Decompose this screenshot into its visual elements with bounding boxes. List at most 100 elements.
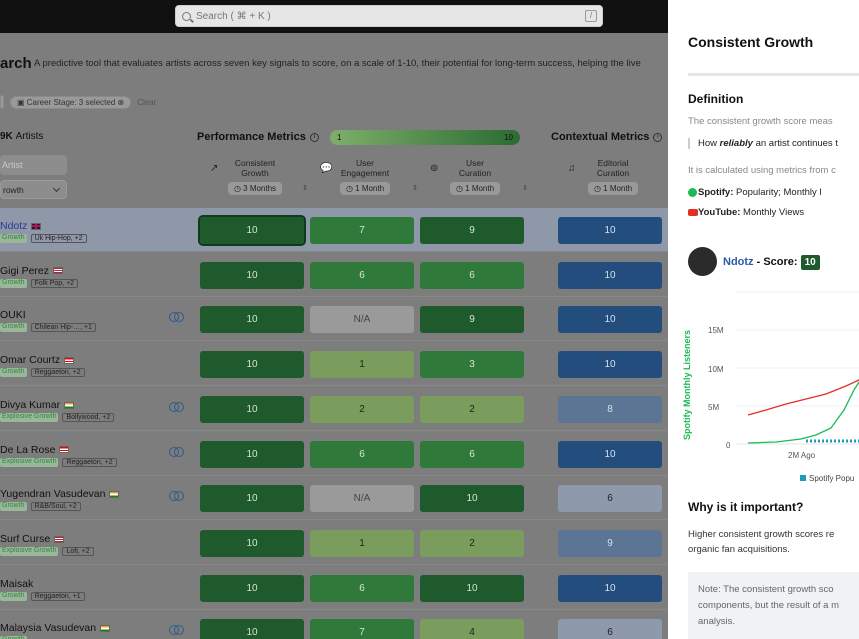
score-cell[interactable]: 10	[198, 215, 306, 246]
y-tick: 15M	[708, 326, 724, 335]
score-cell[interactable]: N/A	[310, 306, 414, 334]
career-stage-badge: Growth	[0, 636, 27, 639]
period-select[interactable]: ◷ 1 Month	[587, 182, 639, 195]
info-icon[interactable]: i	[309, 132, 319, 142]
search-placeholder: Search ( ⌘ + K )	[196, 10, 271, 22]
y-tick: 10M	[708, 365, 724, 374]
score-cell[interactable]: 6	[420, 261, 524, 289]
user-search-icon: ⊚	[430, 163, 439, 174]
score-cell[interactable]: 10	[200, 395, 304, 423]
table-row[interactable]: Gigi Perez Growth Folk Pop, +2 10 6 6 10	[0, 253, 668, 297]
score-cell[interactable]: 10	[200, 440, 304, 468]
score-cell[interactable]: 10	[200, 529, 304, 557]
score-cell[interactable]: 2	[420, 395, 524, 423]
sort-icon[interactable]: ⇕	[522, 185, 528, 192]
global-search-input[interactable]: Search ( ⌘ + K ) /	[175, 5, 603, 27]
career-stage-filter-chip[interactable]: ▣ Career Stage: 3 selected ⊗	[10, 95, 132, 109]
table-row[interactable]: Omar Courtz Growth Reggaeton, +2 10 1 3 10	[0, 342, 668, 387]
score-cell[interactable]: 10	[558, 574, 662, 602]
table-row[interactable]: OUKI Growth Chilean Hip-…, +1 10 N/A 9 10	[0, 297, 668, 342]
column-header-3[interactable]: ♫ Editorial Curation ◷ 1 Month	[558, 158, 668, 195]
stage-select[interactable]: rowth	[0, 180, 67, 199]
score-cell[interactable]: 6	[310, 261, 414, 289]
spotify-series-line	[747, 381, 859, 444]
score-cell[interactable]: 6	[420, 440, 524, 468]
clear-filters-button[interactable]: Clear	[137, 97, 157, 107]
artist-name[interactable]: Maisak	[0, 577, 34, 590]
linked-artists-icon[interactable]	[169, 491, 184, 502]
score-cell[interactable]: 10	[558, 306, 662, 334]
flag-icon	[100, 625, 111, 633]
score-cell[interactable]: 3	[420, 351, 524, 379]
artist-name[interactable]: Surf Curse	[0, 533, 65, 545]
score-cell[interactable]: 6	[310, 574, 414, 602]
linked-artists-icon[interactable]	[169, 312, 184, 323]
table-row[interactable]: Ndotz Growth Uk Hip-Hop, +2 10 7 9 10	[0, 208, 668, 252]
score-cell[interactable]: 1	[310, 529, 414, 557]
linked-artists-icon[interactable]	[169, 401, 184, 412]
score-cell[interactable]: 2	[420, 529, 524, 557]
panel-divider	[688, 73, 859, 76]
table-row[interactable]: Malaysia Vasudevan Growth 10 74 6	[0, 610, 668, 639]
score-cell[interactable]: 10	[558, 440, 662, 468]
artist-search-input[interactable]: Artist	[0, 155, 67, 175]
sort-icon[interactable]: ⇕	[302, 185, 308, 192]
linked-artists-icon[interactable]	[169, 625, 184, 636]
score-cell[interactable]: 4	[420, 619, 524, 639]
filter-toggle-button[interactable]	[0, 95, 4, 109]
score-cell[interactable]: 8	[558, 395, 662, 423]
column-header-0[interactable]: ↗ Consistent Growth ◷ 3 Months ⇕	[210, 158, 308, 195]
score-cell[interactable]: 6	[558, 619, 662, 639]
score-cell[interactable]: 1	[310, 351, 414, 379]
playlist-icon: ♫	[568, 163, 576, 174]
score-cell[interactable]: 10	[558, 261, 662, 289]
score-cell[interactable]: 10	[200, 261, 304, 289]
artist-name-link[interactable]: Ndotz	[723, 256, 754, 268]
score-cell[interactable]: 10	[558, 351, 662, 379]
score-cell[interactable]: 9	[420, 217, 524, 244]
sort-icon[interactable]: ⇕	[412, 185, 418, 192]
artist-name[interactable]: Yugendran Vasudevan	[0, 488, 120, 500]
table-row[interactable]: Divya Kumar Explosive Growth Bollywood, …	[0, 387, 668, 431]
artist-name[interactable]: Malaysia Vasudevan	[0, 622, 111, 634]
column-header-1[interactable]: 💬 User Engagement ◷ 1 Month ⇕	[320, 158, 418, 195]
youtube-series-line	[747, 379, 859, 416]
score-cell[interactable]: N/A	[310, 485, 414, 513]
period-select[interactable]: ◷ 3 Months	[227, 182, 283, 195]
score-cell[interactable]: 10	[420, 485, 524, 513]
table-row[interactable]: Yugendran Vasudevan Growth R&B/Soul, +2 …	[0, 476, 668, 521]
score-cell[interactable]: 10	[558, 217, 662, 244]
score-cell[interactable]: 7	[310, 619, 414, 639]
genre-badge: Reggaeton, +2	[62, 457, 117, 467]
artist-tags: Growth	[0, 636, 27, 639]
score-cell[interactable]: 10	[420, 574, 524, 602]
score-cell[interactable]: 6	[558, 485, 662, 513]
score-cell[interactable]: 9	[420, 306, 524, 334]
table-row[interactable]: Surf Curse Explosive Growth Lofi, +2 10 1…	[0, 521, 668, 565]
artist-tags: Explosive Growth Lofi, +2	[0, 546, 94, 556]
score-cell[interactable]: 9	[558, 529, 662, 557]
score-cell[interactable]: 10	[200, 306, 304, 334]
table-row[interactable]: De La Rose Explosive Growth Reggaeton, +…	[0, 432, 668, 476]
score-cell[interactable]: 10	[200, 574, 304, 602]
artist-name[interactable]: OUKI	[0, 309, 26, 322]
score-cell[interactable]: 6	[310, 440, 414, 468]
artist-name[interactable]: De La Rose	[0, 444, 70, 456]
period-select[interactable]: ◷ 1 Month	[449, 182, 501, 195]
score-cell[interactable]: 10	[200, 619, 304, 639]
career-stage-badge: Growth	[0, 278, 27, 288]
column-header-2[interactable]: ⊚ User Curation ◷ 1 Month ⇕	[430, 158, 528, 195]
score-cell[interactable]: 10	[200, 351, 304, 379]
score-cell[interactable]: 10	[200, 485, 304, 513]
artist-name[interactable]: Omar Courtz	[0, 354, 75, 366]
linked-artists-icon[interactable]	[169, 446, 184, 457]
table-row[interactable]: Maisak Growth Reggaeton, +1 10 6 10 10	[0, 566, 668, 610]
info-icon[interactable]: i	[653, 132, 663, 142]
artist-name[interactable]: Ndotz	[0, 220, 42, 232]
score-cell[interactable]: 7	[310, 217, 414, 244]
period-select[interactable]: ◷ 1 Month	[339, 182, 391, 195]
score-cell[interactable]: 2	[310, 395, 414, 423]
note-text: analysis.	[698, 616, 735, 627]
artist-name[interactable]: Gigi Perez	[0, 265, 64, 277]
artist-name[interactable]: Divya Kumar	[0, 399, 75, 411]
